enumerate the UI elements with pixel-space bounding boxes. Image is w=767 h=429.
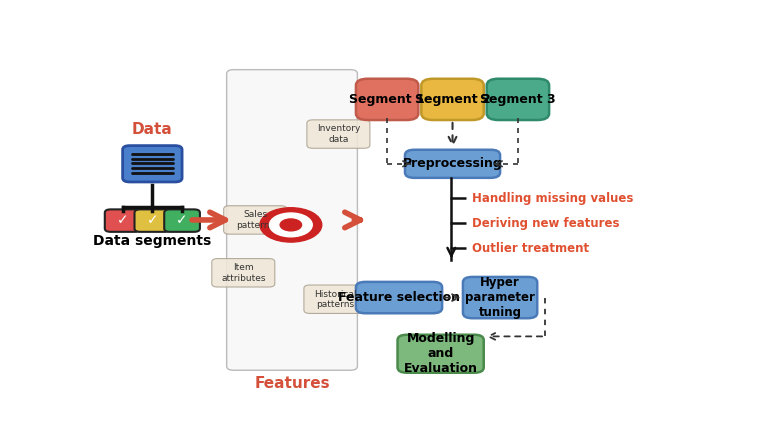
Text: Outlier treatment: Outlier treatment [472, 242, 589, 254]
Text: Features: Features [254, 376, 330, 391]
Text: Segment 1: Segment 1 [349, 93, 425, 106]
Text: Item
attributes: Item attributes [221, 263, 265, 283]
Text: Inventory
data: Inventory data [317, 124, 360, 144]
Text: Preprocessing: Preprocessing [403, 157, 502, 170]
FancyBboxPatch shape [397, 335, 484, 373]
FancyBboxPatch shape [227, 69, 357, 370]
FancyBboxPatch shape [487, 79, 549, 120]
Text: Modelling
and
Evaluation: Modelling and Evaluation [403, 332, 478, 375]
Circle shape [260, 208, 322, 242]
Text: ✓: ✓ [176, 214, 188, 228]
Text: Feature selection: Feature selection [338, 291, 460, 304]
Text: Data: Data [132, 121, 173, 136]
FancyBboxPatch shape [405, 150, 500, 178]
Text: ✓: ✓ [146, 214, 158, 228]
Circle shape [280, 219, 301, 231]
Text: Sales
patterns: Sales patterns [236, 210, 275, 230]
Text: Segment 2: Segment 2 [415, 93, 490, 106]
Circle shape [269, 213, 312, 237]
FancyBboxPatch shape [356, 282, 442, 313]
Text: Handling missing values: Handling missing values [472, 192, 634, 205]
FancyBboxPatch shape [134, 209, 170, 232]
FancyBboxPatch shape [164, 209, 200, 232]
Text: Hyper
parameter
tuning: Hyper parameter tuning [465, 276, 535, 319]
FancyBboxPatch shape [421, 79, 484, 120]
Text: ✓: ✓ [117, 214, 128, 228]
FancyBboxPatch shape [304, 285, 367, 314]
Text: Deriving new features: Deriving new features [472, 217, 620, 230]
Text: Historical
patterns: Historical patterns [314, 290, 357, 309]
FancyBboxPatch shape [356, 79, 418, 120]
FancyBboxPatch shape [463, 277, 537, 318]
FancyBboxPatch shape [123, 145, 182, 182]
FancyBboxPatch shape [307, 120, 370, 148]
Text: Segment 3: Segment 3 [480, 93, 556, 106]
Text: Data segments: Data segments [94, 234, 212, 248]
FancyBboxPatch shape [224, 206, 287, 234]
FancyBboxPatch shape [212, 259, 275, 287]
FancyBboxPatch shape [105, 209, 140, 232]
